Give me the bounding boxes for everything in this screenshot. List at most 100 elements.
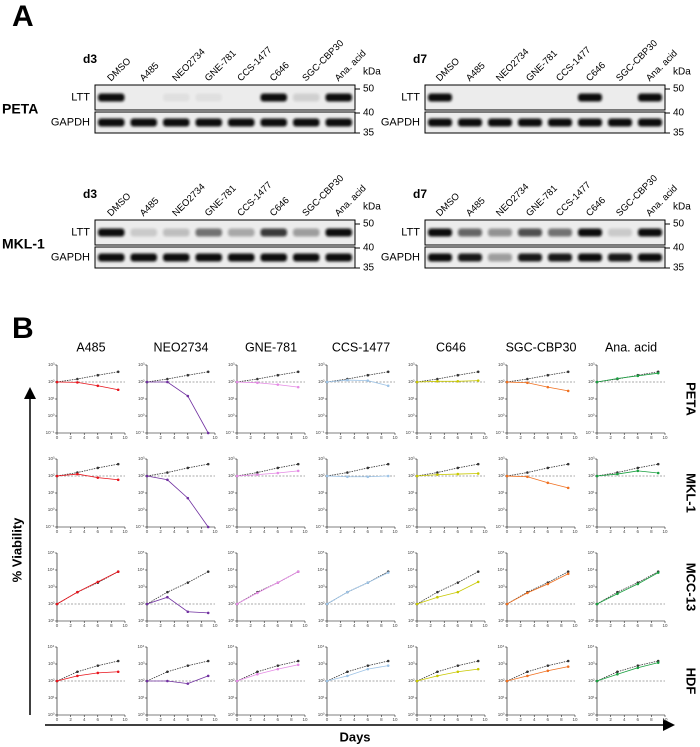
x-tick-label: 10 bbox=[212, 529, 218, 534]
point bbox=[456, 581, 460, 584]
y-tick-label: 10³ bbox=[228, 456, 235, 461]
point bbox=[616, 670, 619, 674]
band bbox=[195, 228, 222, 237]
series-line bbox=[416, 581, 479, 605]
point bbox=[276, 373, 280, 377]
x-tick-label: 6 bbox=[97, 717, 100, 722]
x-tick-label: 4 bbox=[353, 529, 356, 534]
x-tick-label: 10 bbox=[392, 435, 398, 440]
y-tick-label: 10⁵ bbox=[228, 550, 235, 555]
x-tick-label: 4 bbox=[263, 435, 266, 440]
series-line bbox=[236, 463, 299, 477]
x-tick-label: 4 bbox=[443, 529, 446, 534]
band bbox=[163, 118, 190, 127]
y-tick-label: 10⁰ bbox=[588, 712, 595, 717]
point bbox=[96, 664, 100, 667]
y-tick-label: 10³ bbox=[138, 362, 145, 367]
blot-strip bbox=[424, 84, 666, 111]
x-tick-label: 2 bbox=[249, 623, 252, 628]
lane-label: A485 bbox=[464, 60, 487, 83]
series-line bbox=[146, 596, 209, 614]
x-tick-label: 6 bbox=[277, 435, 280, 440]
point bbox=[546, 669, 550, 673]
point bbox=[476, 370, 480, 374]
y-tick-label: 10³ bbox=[408, 456, 415, 461]
point bbox=[386, 370, 390, 374]
point bbox=[186, 373, 190, 377]
band bbox=[518, 253, 542, 262]
point bbox=[546, 385, 550, 389]
marker-label: 40 bbox=[673, 108, 685, 119]
x-tick-label: 10 bbox=[662, 435, 668, 440]
x-tick-label: 4 bbox=[173, 623, 176, 628]
y-tick-label: 10² bbox=[408, 379, 415, 384]
marker-label: 50 bbox=[673, 84, 685, 95]
y-tick-label: 10² bbox=[498, 678, 505, 683]
point bbox=[325, 474, 329, 478]
point bbox=[276, 383, 280, 386]
point bbox=[145, 679, 149, 683]
day-label: d7 bbox=[413, 52, 427, 66]
point bbox=[546, 466, 550, 470]
x-tick-label: 4 bbox=[533, 623, 536, 628]
point bbox=[616, 472, 619, 476]
point bbox=[346, 670, 349, 674]
x-tick-label: 10 bbox=[662, 717, 668, 722]
point bbox=[566, 659, 570, 663]
y-tick-label: 10² bbox=[48, 473, 55, 478]
y-tick-label: 10⁰ bbox=[228, 712, 235, 717]
x-tick-label: 0 bbox=[236, 623, 239, 628]
point bbox=[526, 377, 529, 381]
x-tick-label: 2 bbox=[519, 529, 522, 534]
y-tick-label: 10³ bbox=[228, 661, 235, 666]
panel-label: A bbox=[12, 0, 34, 33]
series-line bbox=[146, 660, 209, 682]
point bbox=[296, 469, 300, 473]
point bbox=[656, 462, 660, 466]
marker-label: 35 bbox=[673, 128, 685, 139]
lane-label: A485 bbox=[138, 195, 161, 218]
y-tick-label: 10³ bbox=[498, 584, 505, 589]
x-tick-label: 0 bbox=[326, 435, 329, 440]
marker-label: 40 bbox=[673, 243, 685, 254]
point bbox=[636, 582, 640, 586]
band bbox=[130, 118, 157, 127]
row-label: MKL-1 bbox=[684, 473, 699, 513]
day-label: d7 bbox=[413, 187, 427, 201]
point bbox=[166, 670, 169, 674]
x-tick-label: 4 bbox=[263, 623, 266, 628]
point bbox=[526, 674, 529, 678]
series-line bbox=[416, 473, 479, 477]
x-tick-label: 6 bbox=[367, 717, 370, 722]
point bbox=[346, 590, 349, 594]
y-axis-label: % Viability bbox=[9, 517, 24, 583]
point bbox=[505, 602, 509, 606]
point bbox=[456, 466, 460, 470]
blot-row-label: GAPDH bbox=[381, 251, 420, 263]
point bbox=[415, 679, 419, 683]
point bbox=[206, 674, 210, 678]
point bbox=[276, 667, 280, 671]
point bbox=[76, 472, 79, 476]
y-tick-label: 10¹ bbox=[48, 490, 55, 495]
point bbox=[456, 373, 460, 377]
x-tick-label: 10 bbox=[482, 717, 488, 722]
point bbox=[296, 659, 300, 663]
x-axis-label: Days bbox=[339, 729, 370, 744]
y-tick-label: 10¹ bbox=[498, 618, 505, 623]
x-tick-label: 10 bbox=[482, 623, 488, 628]
lane-label: DMSO bbox=[434, 56, 462, 84]
x-tick-label: 2 bbox=[519, 623, 522, 628]
point bbox=[256, 670, 259, 674]
x-tick-label: 8 bbox=[560, 623, 563, 628]
x-tick-label: 4 bbox=[173, 717, 176, 722]
point bbox=[526, 471, 529, 474]
x-tick-label: 10 bbox=[302, 623, 308, 628]
y-tick-label: 10¹ bbox=[318, 396, 325, 401]
series-line bbox=[596, 571, 659, 605]
series-line bbox=[416, 380, 479, 383]
band bbox=[518, 228, 542, 237]
point bbox=[206, 570, 210, 573]
point bbox=[526, 475, 529, 479]
x-tick-label: 10 bbox=[122, 435, 128, 440]
